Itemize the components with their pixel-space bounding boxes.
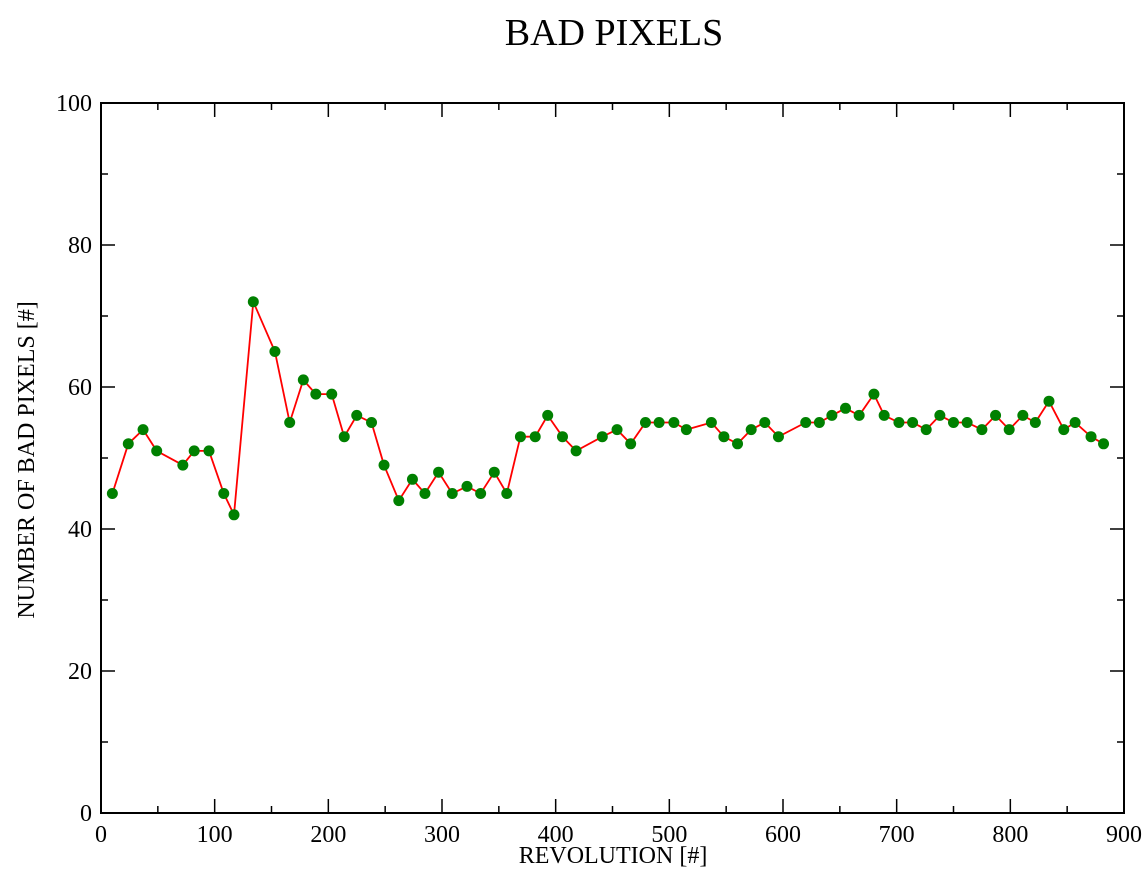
data-point: [934, 409, 946, 421]
data-point: [106, 488, 118, 499]
data-point: [1017, 409, 1029, 421]
data-point: [514, 431, 526, 443]
data-point: [433, 466, 445, 478]
y-tick-label: 80: [68, 233, 92, 259]
data-point: [177, 459, 189, 471]
data-point: [639, 417, 651, 428]
data-point: [813, 417, 825, 428]
data-point: [920, 424, 932, 436]
data-point: [475, 488, 487, 499]
data-point: [878, 409, 890, 421]
data-point: [366, 417, 378, 428]
data-point: [488, 466, 500, 478]
data-point: [326, 388, 338, 400]
data-point: [269, 346, 281, 357]
data-point: [297, 374, 309, 386]
data-point: [542, 409, 554, 421]
data-point: [461, 480, 473, 492]
data-point: [800, 417, 812, 428]
data-point: [705, 417, 717, 428]
x-tick-label: 300: [424, 822, 460, 848]
data-point: [284, 417, 296, 428]
x-tick-label: 200: [310, 822, 346, 848]
x-tick-label: 900: [1106, 822, 1142, 848]
data-point: [247, 296, 259, 308]
y-axis-label: NUMBER OF BAD PIXELS [#]: [14, 301, 40, 618]
x-tick-label: 600: [765, 822, 801, 848]
series-line: [111, 301, 1104, 519]
x-axis-label: REVOLUTION [#]: [519, 843, 708, 869]
data-point: [556, 431, 568, 443]
data-point: [948, 417, 959, 428]
data-point: [759, 417, 771, 428]
data-point: [151, 445, 163, 457]
x-tick-label: 500: [651, 822, 687, 848]
data-point: [228, 509, 240, 521]
y-tick-label: 60: [68, 375, 92, 401]
data-point: [338, 431, 350, 443]
data-point: [351, 409, 363, 421]
marker-group: [106, 296, 1110, 521]
data-point: [840, 402, 852, 414]
data-point: [203, 445, 215, 457]
data-point: [976, 424, 988, 436]
x-tick-label: 400: [538, 822, 574, 848]
tick-group: [100, 102, 1125, 814]
x-tick-label: 800: [992, 822, 1028, 848]
data-point: [529, 431, 541, 443]
data-point: [826, 409, 838, 421]
data-point: [961, 417, 973, 428]
data-point: [668, 417, 680, 428]
chart-title: BAD PIXELS: [505, 12, 724, 54]
x-tick-label: 100: [197, 822, 233, 848]
x-tick-label: 0: [95, 822, 107, 848]
data-point: [907, 417, 919, 428]
data-point: [218, 488, 230, 499]
data-point: [1069, 417, 1081, 428]
x-tick-label: 700: [879, 822, 915, 848]
data-point: [772, 431, 784, 443]
data-point: [853, 409, 865, 421]
data-point: [990, 409, 1002, 421]
data-point: [1085, 431, 1097, 443]
data-point: [122, 438, 134, 450]
data-point: [718, 431, 730, 443]
data-point: [570, 445, 582, 457]
y-tick-label: 40: [68, 517, 92, 543]
data-point: [393, 495, 405, 507]
data-point: [188, 445, 200, 457]
data-point: [1029, 417, 1041, 428]
data-point: [378, 459, 390, 471]
data-point: [732, 438, 744, 450]
data-point: [1043, 395, 1055, 407]
data-point: [1098, 438, 1110, 450]
data-point: [625, 438, 637, 450]
y-tick-label: 0: [80, 801, 92, 827]
data-point: [893, 417, 905, 428]
data-point: [501, 488, 513, 499]
data-point: [745, 424, 757, 436]
data-point: [137, 424, 149, 436]
data-point: [611, 424, 623, 436]
data-point: [868, 388, 880, 400]
data-point: [680, 424, 692, 436]
data-point: [1058, 424, 1070, 436]
y-tick-label: 100: [56, 91, 92, 117]
data-point: [1003, 424, 1015, 436]
plot-frame: [100, 102, 1125, 814]
data-point: [653, 417, 665, 428]
data-point: [419, 488, 431, 499]
y-tick-label: 20: [68, 659, 92, 685]
data-point: [406, 473, 418, 485]
tick-label-group: 0 100 200 300 400 500 600 700 800 900 0 20 40 60 80 100: [56, 91, 1142, 848]
data-point: [446, 488, 458, 499]
data-point: [310, 388, 322, 400]
data-point: [596, 431, 608, 443]
